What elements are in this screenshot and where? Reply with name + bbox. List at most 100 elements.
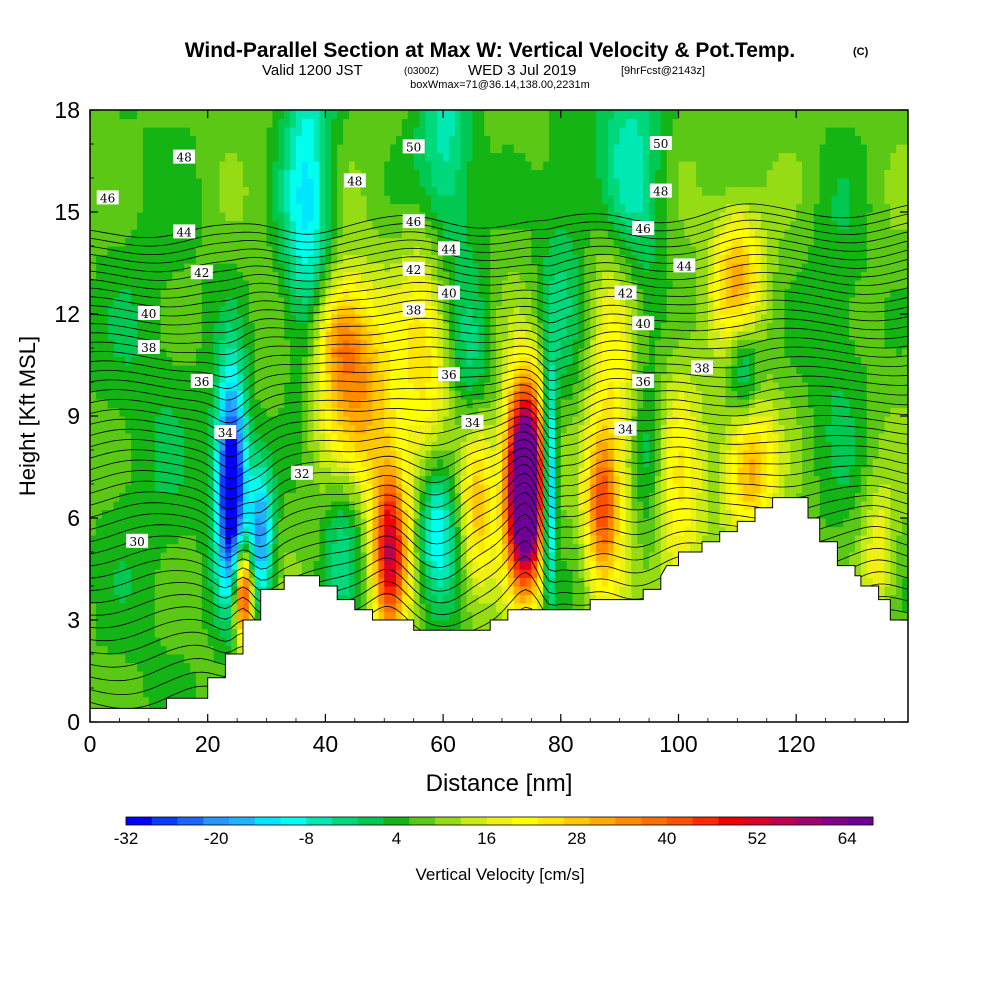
field-cell [213, 212, 221, 222]
field-cell [184, 569, 191, 579]
field-cell [460, 390, 468, 400]
field-cell [366, 110, 374, 120]
field-cell [225, 254, 232, 264]
field-cell [472, 535, 479, 545]
field-cell [172, 501, 179, 511]
field-cell [172, 586, 179, 596]
field-cell [301, 152, 309, 162]
field-cell [460, 560, 468, 570]
field-cell [425, 467, 432, 477]
field-cell [119, 645, 126, 655]
field-cell [472, 382, 479, 392]
field-cell [454, 518, 462, 528]
field-cell [107, 305, 115, 315]
field-cell [484, 339, 491, 349]
field-cell [425, 373, 432, 383]
field-cell [425, 441, 432, 451]
field-cell [396, 297, 403, 307]
field-cell [260, 152, 268, 162]
field-cell [137, 560, 144, 570]
field-cell [90, 348, 97, 358]
field-cell [490, 382, 497, 392]
field-cell [201, 118, 209, 128]
field-cell [348, 586, 356, 596]
field-cell [366, 543, 374, 553]
field-cell [207, 594, 215, 604]
field-cell [207, 220, 215, 230]
field-cell [207, 441, 215, 451]
field-cell [331, 484, 338, 494]
field-cell [378, 212, 385, 222]
field-cell [366, 467, 374, 477]
field-cell [431, 263, 438, 273]
field-cell [125, 433, 132, 443]
field-cell [354, 399, 362, 409]
field-cell [390, 169, 397, 179]
field-cell [454, 186, 462, 196]
field-cell [119, 195, 126, 205]
field-cell [178, 552, 185, 562]
field-cell [219, 569, 226, 579]
field-cell [125, 152, 132, 162]
field-cell [119, 501, 126, 511]
field-cell [142, 441, 150, 451]
field-cell [148, 399, 156, 409]
field-cell [372, 305, 379, 315]
field-cell [148, 373, 156, 383]
field-cell [295, 501, 303, 511]
field-cell [219, 365, 226, 375]
field-cell [466, 603, 474, 613]
field-cell [301, 127, 309, 137]
field-cell [266, 569, 274, 579]
field-cell [172, 671, 179, 681]
field-cell [354, 365, 362, 375]
field-cell [437, 186, 444, 196]
field-cell [243, 348, 250, 358]
field-cell [148, 654, 156, 664]
field-cell [195, 441, 203, 451]
field-cell [213, 373, 221, 383]
field-cell [448, 603, 456, 613]
field-cell [107, 161, 115, 171]
field-cell [431, 118, 438, 128]
field-cell [184, 637, 191, 647]
field-cell [431, 492, 438, 502]
field-cell [184, 433, 191, 443]
field-cell [248, 543, 256, 553]
field-cell [142, 569, 150, 579]
field-cell [260, 509, 268, 519]
field-cell [325, 509, 332, 519]
field-cell [101, 229, 109, 239]
field-cell [396, 586, 403, 596]
field-cell [290, 339, 297, 349]
field-cell [95, 322, 103, 332]
field-cell [472, 297, 479, 307]
field-cell [119, 135, 126, 145]
field-cell [319, 390, 326, 400]
field-cell [466, 526, 474, 536]
field-cell [378, 356, 385, 366]
field-cell [343, 144, 350, 154]
field-cell [266, 535, 274, 545]
field-cell [160, 484, 168, 494]
field-cell [325, 110, 332, 120]
field-cell [390, 569, 397, 579]
field-cell [166, 645, 173, 655]
field-cell [425, 586, 432, 596]
field-cell [401, 518, 409, 528]
field-cell [372, 356, 379, 366]
field-cell [496, 586, 503, 596]
field-cell [331, 441, 338, 451]
field-cell [160, 552, 168, 562]
field-cell [237, 365, 244, 375]
field-cell [448, 178, 456, 188]
field-cell [201, 526, 209, 536]
field-cell [331, 178, 338, 188]
field-cell [95, 492, 103, 502]
field-cell [460, 594, 468, 604]
field-cell [343, 229, 350, 239]
field-cell [125, 254, 132, 264]
field-cell [148, 254, 156, 264]
field-cell [260, 110, 268, 120]
field-cell [454, 484, 462, 494]
